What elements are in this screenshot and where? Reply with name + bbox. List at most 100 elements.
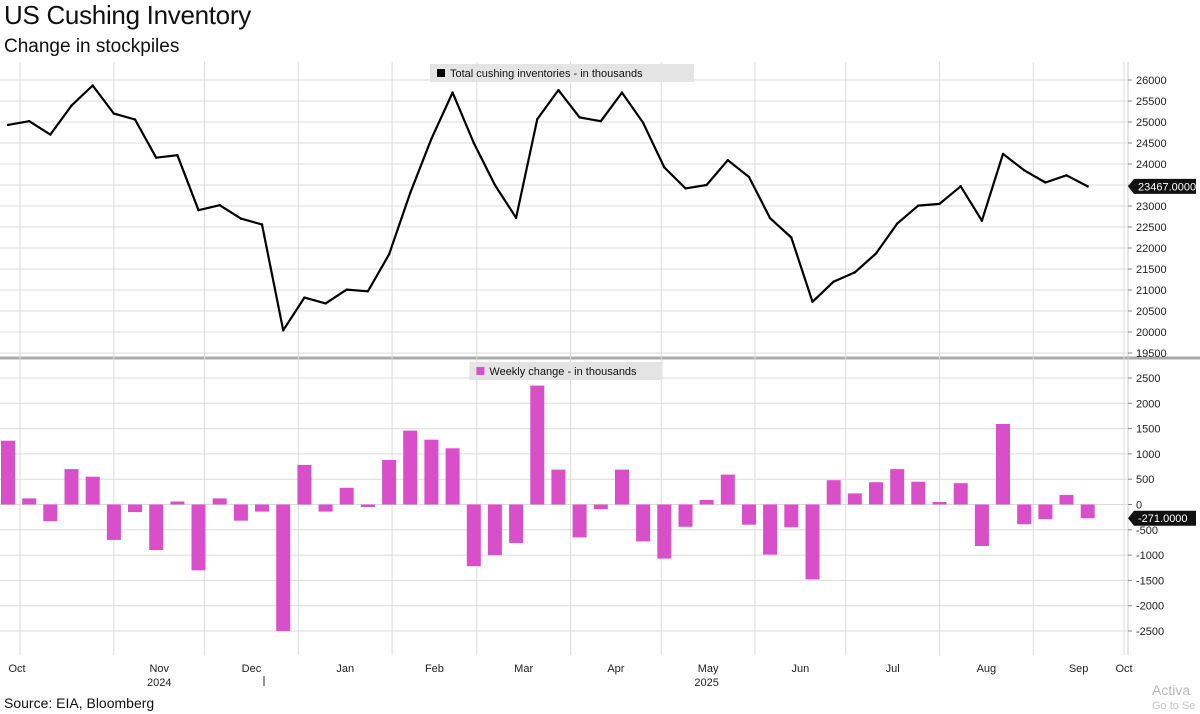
x-month-label: Mar <box>514 663 533 675</box>
weekly-change-bar <box>170 501 185 505</box>
inventory-point <box>6 123 10 127</box>
x-year-label: 2025 <box>694 677 718 689</box>
inventory-point <box>811 300 814 303</box>
x-month-label: Jun <box>792 663 810 675</box>
inventory-point <box>917 204 920 207</box>
legend-label: Total cushing inventories - in thousands <box>450 68 643 80</box>
last-value-label: 23467.0000 <box>1138 181 1196 193</box>
weekly-change-bar <box>572 504 587 538</box>
inventory-point <box>154 156 158 159</box>
y-tick-label: 1500 <box>1136 424 1160 436</box>
weekly-change-bar <box>233 504 248 521</box>
x-month-label: Apr <box>607 663 624 675</box>
weekly-change-bar <box>615 469 629 505</box>
inventory-point <box>472 141 475 145</box>
weekly-change-bar <box>1080 504 1095 519</box>
inventory-point <box>578 116 581 119</box>
y-tick-label: 19500 <box>1136 348 1167 360</box>
y-tick-label: 24000 <box>1136 159 1167 171</box>
x-month-label: Feb <box>425 663 444 675</box>
weekly-change-bar <box>1 440 15 505</box>
weekly-change-bar <box>318 504 333 512</box>
inventory-point <box>980 219 984 222</box>
inventory-point <box>303 296 306 299</box>
x-month-label: Dec <box>242 663 262 675</box>
y-tick-label: 2500 <box>1136 373 1160 385</box>
inventory-point <box>366 290 370 293</box>
inventory-point <box>197 209 200 212</box>
weekly-change-bar <box>636 504 651 542</box>
last-value-tag <box>1128 178 1196 194</box>
weekly-change-bar <box>826 480 841 505</box>
weekly-change-bar <box>64 469 79 505</box>
weekly-change-bar <box>805 504 820 580</box>
inventory-point <box>726 159 730 162</box>
weekly-change-bar <box>699 499 714 505</box>
inventory-point <box>239 217 243 220</box>
x-month-label: May <box>698 663 719 675</box>
weekly-change-bar <box>403 430 418 505</box>
weekly-change-bar <box>212 498 227 505</box>
weekly-change-bar <box>530 385 545 505</box>
y-tick-label: 25000 <box>1136 117 1167 129</box>
weekly-change-bar <box>593 504 608 510</box>
weekly-change-bar <box>720 474 735 505</box>
inventory-point <box>832 280 835 283</box>
y-tick-label: -500 <box>1136 525 1158 537</box>
inventory-point <box>620 91 624 94</box>
weekly-change-bar <box>276 504 291 631</box>
y-tick-label: -2000 <box>1136 601 1164 613</box>
weekly-change-bar <box>911 481 926 505</box>
weekly-change-bar <box>22 498 37 505</box>
weekly-change-bar <box>255 504 269 512</box>
source-note: Source: EIA, Bloomberg <box>4 695 155 711</box>
weekly-change-bar <box>382 460 397 505</box>
x-month-label: Aug <box>977 663 997 675</box>
weekly-change-bar <box>657 504 672 559</box>
y-tick-label: 24500 <box>1136 138 1167 150</box>
inventory-point <box>747 175 751 179</box>
inventory-point <box>790 236 793 239</box>
weekly-change-bar <box>953 483 968 505</box>
inventory-point <box>938 202 941 206</box>
y-tick-label: 26000 <box>1136 75 1167 87</box>
inventory-point <box>1001 152 1005 156</box>
inventory-point <box>493 183 497 187</box>
weekly-change-bar <box>43 504 58 522</box>
weekly-change-bar <box>85 476 100 505</box>
inventory-point <box>663 166 666 169</box>
inventory-point <box>853 271 857 274</box>
y-tick-label: 22000 <box>1136 243 1167 255</box>
x-month-label: Jan <box>336 663 354 675</box>
inventory-point <box>1086 185 1089 188</box>
weekly-change-bar <box>509 504 524 543</box>
inventory-point <box>599 119 602 123</box>
inventory-point <box>260 223 264 226</box>
inventory-point <box>768 216 772 220</box>
last-value-label: -271.0000 <box>1138 513 1188 525</box>
legend-layer: Total cushing inventories - in thousands… <box>430 64 694 380</box>
weekly-change-bar <box>678 504 693 527</box>
inventory-point <box>70 104 73 107</box>
weekly-change-bar <box>847 493 862 505</box>
weekly-change-bar <box>128 504 142 513</box>
weekly-change-bar <box>466 504 481 567</box>
weekly-change-bar <box>149 504 164 550</box>
y-tick-label: 0 <box>1136 500 1142 512</box>
weekly-change-bar <box>869 482 883 505</box>
weekly-change-bar <box>742 504 756 525</box>
legend-box <box>469 362 663 380</box>
weekly-change-bar <box>551 469 566 505</box>
weekly-change-bar <box>763 504 778 555</box>
inventory-point <box>514 216 518 219</box>
weekly-change-bar <box>424 439 439 505</box>
y-tick-label: 500 <box>1136 474 1154 486</box>
inventory-point <box>387 253 391 256</box>
y-tick-label: -1000 <box>1136 550 1164 562</box>
weekly-change-bar <box>445 448 460 505</box>
x-month-label: Sep <box>1069 663 1089 675</box>
chart-subtitle: Change in stockpiles <box>4 36 180 57</box>
weekly-change-bar <box>360 504 375 507</box>
weekly-change-bar <box>974 504 989 546</box>
